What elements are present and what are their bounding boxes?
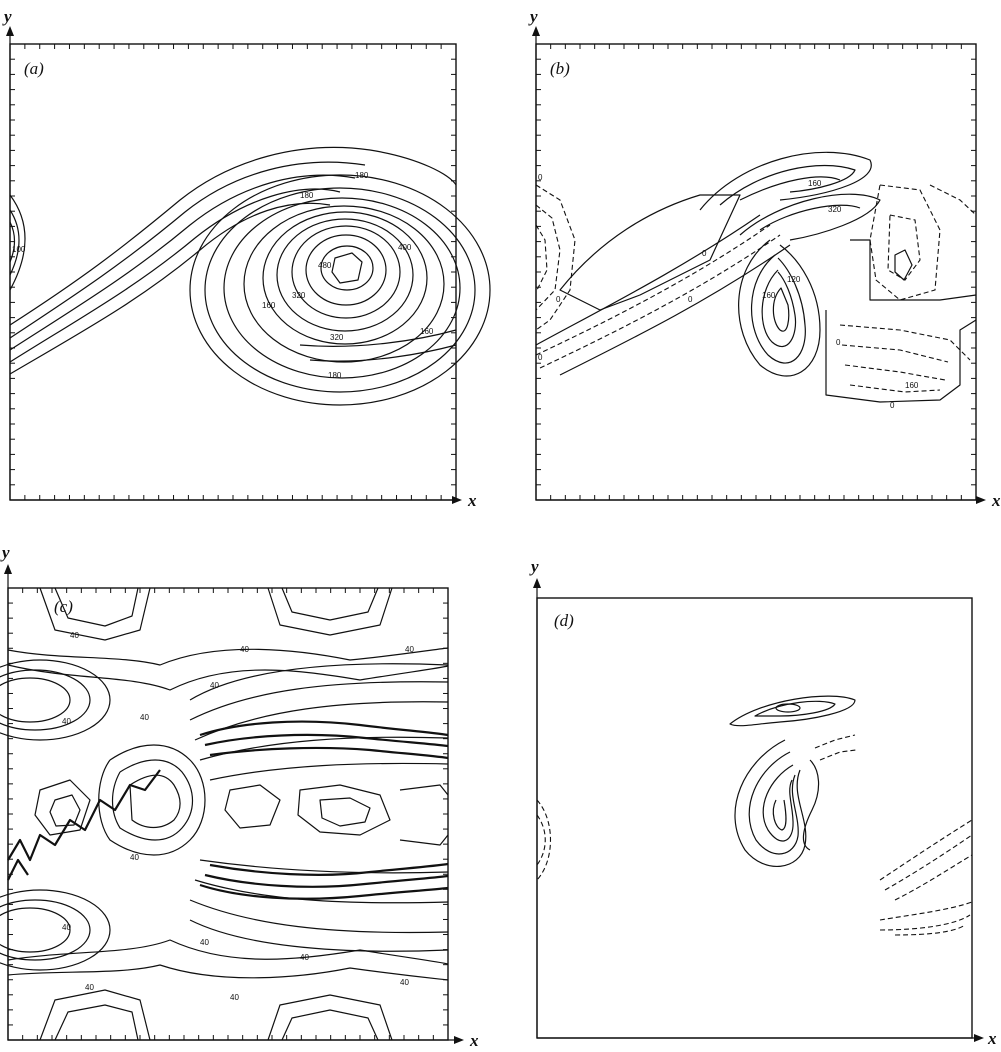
svg-text:120: 120 bbox=[787, 275, 801, 284]
x-axis-arrow-a bbox=[452, 496, 462, 504]
svg-text:40: 40 bbox=[230, 993, 239, 1002]
x-axis-arrow-b bbox=[976, 496, 986, 504]
contour-labels-a: 180 100 180 160 320 480 400 320 160 180 bbox=[12, 171, 434, 380]
svg-text:0: 0 bbox=[890, 401, 895, 410]
y-axis-arrow-a bbox=[6, 26, 14, 36]
svg-text:160: 160 bbox=[905, 381, 919, 390]
plot-frame-d bbox=[536, 597, 973, 1039]
svg-text:0: 0 bbox=[556, 295, 561, 304]
svg-text:180: 180 bbox=[300, 191, 314, 200]
contours-d bbox=[536, 695, 973, 936]
svg-text:180: 180 bbox=[328, 371, 342, 380]
svg-text:320: 320 bbox=[828, 205, 842, 214]
panel-label-b: (b) bbox=[550, 59, 570, 78]
panel-a: y x (a) bbox=[2, 7, 491, 510]
x-axis-arrow-c bbox=[454, 1036, 464, 1044]
svg-text:480: 480 bbox=[318, 261, 332, 270]
svg-text:40: 40 bbox=[405, 645, 414, 654]
y-axis-label-b: y bbox=[528, 7, 538, 26]
svg-text:40: 40 bbox=[240, 645, 249, 654]
svg-text:160: 160 bbox=[808, 179, 822, 188]
x-axis-label-d: x bbox=[987, 1029, 997, 1048]
svg-text:0: 0 bbox=[836, 338, 841, 347]
y-axis-arrow-b bbox=[532, 26, 540, 36]
x-axis-label-a: x bbox=[467, 491, 477, 510]
tick-marks-b bbox=[536, 44, 976, 500]
x-axis-label-b: x bbox=[991, 491, 1001, 510]
x-axis-label-c: x bbox=[469, 1031, 479, 1050]
svg-text:40: 40 bbox=[200, 938, 209, 947]
y-axis-label-d: y bbox=[529, 557, 539, 576]
y-axis-label-c: y bbox=[0, 543, 10, 562]
svg-text:180: 180 bbox=[355, 171, 369, 180]
panel-label-a: (a) bbox=[24, 59, 44, 78]
contours-a bbox=[9, 146, 491, 406]
svg-text:40: 40 bbox=[400, 978, 409, 987]
panel-b: y x (b) bbox=[528, 7, 1001, 510]
tick-marks-a bbox=[10, 44, 456, 500]
svg-text:40: 40 bbox=[140, 713, 149, 722]
svg-text:160: 160 bbox=[420, 327, 434, 336]
plot-frame-b bbox=[535, 43, 977, 501]
svg-text:40: 40 bbox=[70, 631, 79, 640]
svg-text:40: 40 bbox=[210, 681, 219, 690]
contours-c bbox=[0, 587, 449, 1041]
panel-d: y x (d) bbox=[529, 557, 997, 1048]
svg-text:160: 160 bbox=[262, 301, 276, 310]
svg-text:40: 40 bbox=[85, 983, 94, 992]
svg-text:0: 0 bbox=[538, 353, 543, 362]
panel-label-d: (d) bbox=[554, 611, 574, 630]
contours-b bbox=[535, 151, 977, 403]
svg-text:0: 0 bbox=[538, 173, 543, 182]
svg-text:320: 320 bbox=[292, 291, 306, 300]
y-axis-arrow-d bbox=[533, 578, 541, 588]
x-axis-arrow-d bbox=[974, 1034, 984, 1042]
svg-text:320: 320 bbox=[330, 333, 344, 342]
y-axis-arrow-c bbox=[4, 564, 12, 574]
svg-text:0: 0 bbox=[688, 295, 693, 304]
svg-text:40: 40 bbox=[130, 853, 139, 862]
svg-text:40: 40 bbox=[62, 923, 71, 932]
y-axis-label-a: y bbox=[2, 7, 12, 26]
svg-text:0: 0 bbox=[702, 249, 707, 258]
contour-labels-c: 40 40 40 40 40 40 40 40 40 40 40 40 40 bbox=[62, 631, 414, 1002]
svg-text:40: 40 bbox=[300, 953, 309, 962]
svg-text:160: 160 bbox=[762, 291, 776, 300]
svg-text:400: 400 bbox=[398, 243, 412, 252]
svg-text:100: 100 bbox=[12, 245, 26, 254]
svg-text:40: 40 bbox=[62, 717, 71, 726]
plot-frame-a bbox=[9, 43, 457, 501]
panel-c: y x (c) bbox=[0, 543, 479, 1050]
contour-labels-b: 0 0 160 320 0 0 160 120 0 0 160 0 bbox=[538, 173, 919, 410]
